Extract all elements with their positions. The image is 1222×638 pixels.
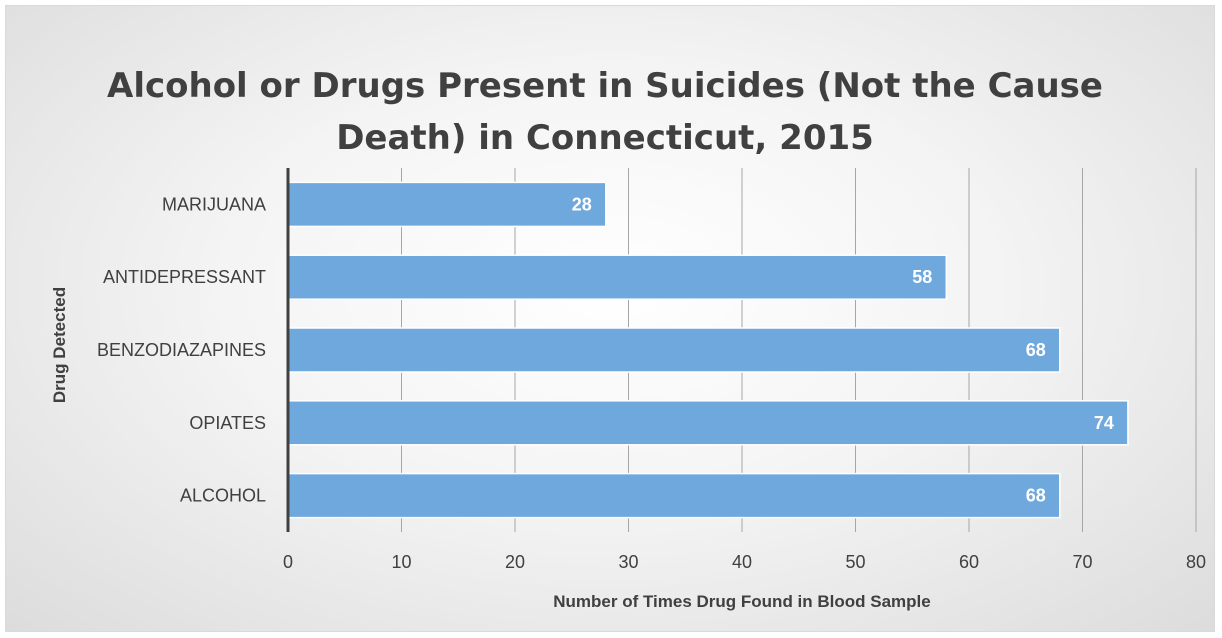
x-tick-label-40: 40: [732, 552, 752, 572]
x-tick-label-80: 80: [1186, 552, 1206, 572]
data-label-marijuana: 28: [572, 194, 592, 214]
x-tick-label-10: 10: [391, 552, 411, 572]
x-tick-label-50: 50: [845, 552, 865, 572]
category-label-alcohol: ALCOHOL: [180, 486, 266, 506]
data-label-opiates: 74: [1094, 413, 1114, 433]
category-label-benzodiazapines: BENZODIAZAPINES: [97, 340, 266, 360]
data-label-benzodiazapines: 68: [1026, 340, 1046, 360]
bar-opiates: [287, 400, 1129, 446]
chart-area: [5, 5, 1215, 632]
category-label-opiates: OPIATES: [189, 413, 266, 433]
data-label-antidepressant: 58: [912, 267, 932, 287]
bar-marijuana: [287, 181, 607, 228]
bar-benzodiazapines: [287, 327, 1061, 373]
category-label-antidepressant: ANTIDEPRESSANT: [103, 267, 266, 287]
x-tick-label-20: 20: [505, 552, 525, 572]
data-label-alcohol: 68: [1026, 486, 1046, 506]
x-tick-label-30: 30: [618, 552, 638, 572]
x-axis-title: Number of Times Drug Found in Blood Samp…: [553, 592, 931, 611]
x-tick-label-60: 60: [959, 552, 979, 572]
labels: 0 10 20 30 40 50 60 70 80 MARIJUANA 28 ANTIDEPRESSA…: [97, 194, 1206, 572]
x-tick-label-70: 70: [1072, 552, 1092, 572]
bars: [287, 181, 1129, 519]
x-tick-label-0: 0: [283, 552, 293, 572]
chart-title: Alcohol or Drugs Present in Suicides (No…: [107, 66, 1103, 158]
bar-alcohol: [287, 472, 1061, 519]
bar-antidepressant: [287, 254, 948, 300]
category-label-marijuana: MARIJUANA: [162, 194, 266, 214]
